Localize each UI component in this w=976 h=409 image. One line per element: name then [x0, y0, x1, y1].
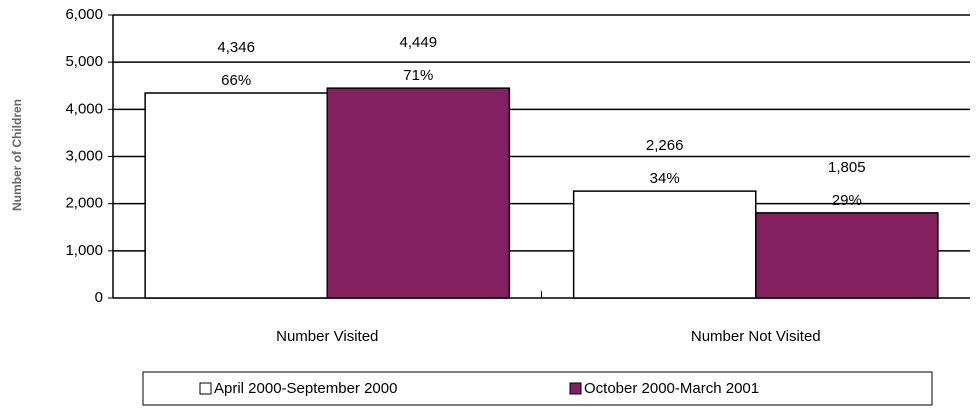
x-tick-label: Number Not Visited — [691, 328, 821, 345]
percent-label: 71% — [403, 67, 433, 84]
legend-label: April 2000-September 2000 — [214, 380, 397, 397]
y-tick-label: 5,000 — [65, 53, 103, 70]
y-tick-label: 1,000 — [65, 242, 103, 259]
value-label: 4,449 — [400, 34, 438, 51]
bar — [144, 92, 328, 299]
x-tick-label: Number Visited — [276, 328, 378, 345]
y-tick-label: 2,000 — [65, 195, 103, 212]
y-tick-label: 4,000 — [65, 100, 103, 117]
legend-swatch — [569, 382, 582, 395]
percent-label: 34% — [650, 170, 680, 187]
y-tick-label: 3,000 — [65, 147, 103, 164]
legend-label: October 2000-March 2001 — [584, 380, 759, 397]
legend-box — [142, 371, 933, 406]
bar — [755, 212, 939, 299]
percent-label: 29% — [832, 192, 862, 209]
bar — [326, 87, 511, 299]
value-label: 2,266 — [646, 137, 684, 154]
y-axis-label: Number of Children — [10, 99, 24, 211]
bar — [572, 190, 757, 299]
y-tick-label: 0 — [95, 289, 103, 306]
legend-swatch — [199, 382, 212, 395]
value-label: 4,346 — [217, 39, 255, 56]
y-tick-label: 6,000 — [65, 6, 103, 23]
value-label: 1,805 — [828, 159, 866, 176]
percent-label: 66% — [221, 72, 251, 89]
